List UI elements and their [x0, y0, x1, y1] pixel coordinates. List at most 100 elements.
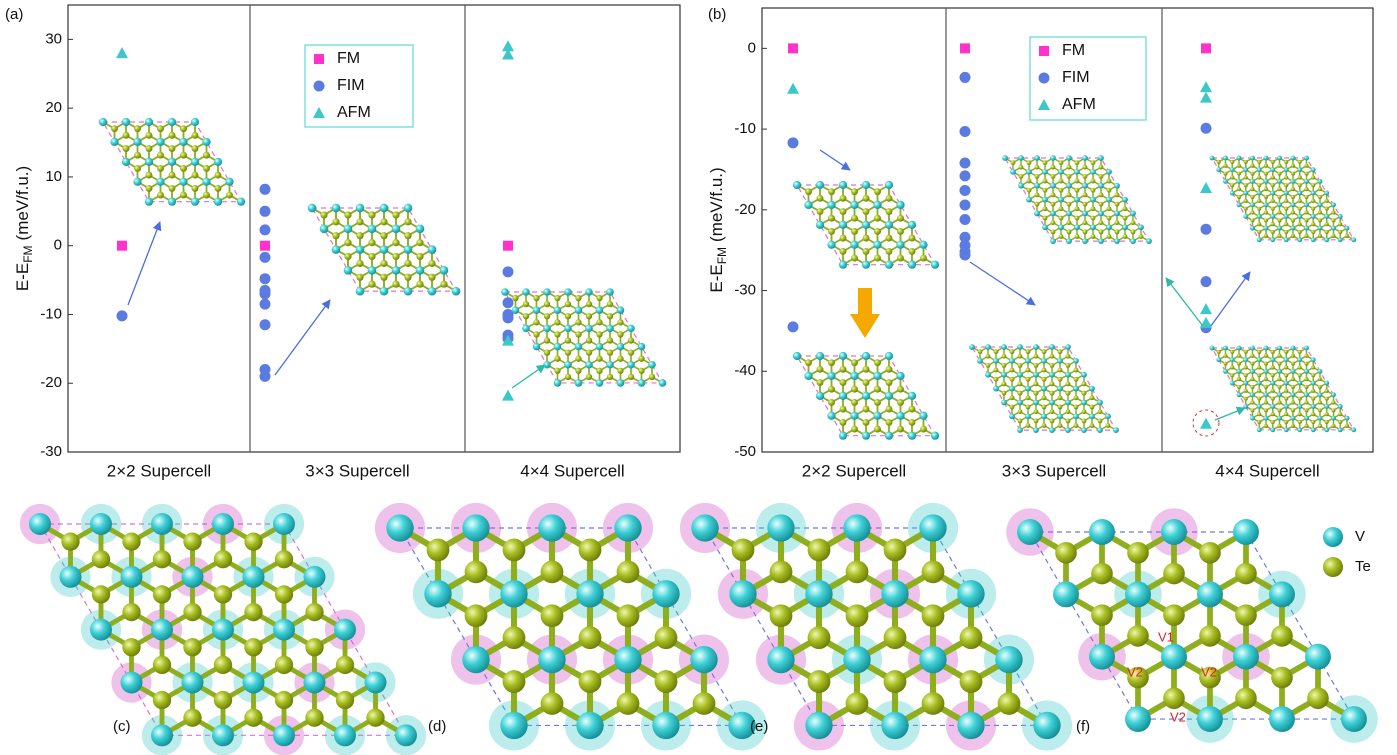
- te-atom: [1277, 195, 1281, 199]
- v-atom: [1243, 191, 1248, 196]
- v-atom: [873, 201, 881, 209]
- v-atom: [957, 712, 984, 739]
- v-atom: [1197, 706, 1223, 732]
- y-tick-label: 0: [748, 39, 756, 56]
- te-atom: [565, 337, 571, 343]
- y-tick-label: 20: [45, 99, 62, 116]
- v-atom: [606, 325, 614, 333]
- te-atom: [320, 211, 327, 218]
- te-atom: [1311, 207, 1315, 211]
- te-atom: [368, 281, 375, 288]
- transition-arrow: [858, 288, 872, 316]
- v-atom: [1017, 400, 1023, 406]
- legend-label: FM: [337, 50, 360, 67]
- v-atom: [182, 566, 204, 588]
- te-atom: [1311, 420, 1315, 424]
- v-atom: [151, 724, 173, 746]
- v-atom: [1073, 386, 1079, 392]
- te-atom: [1237, 172, 1241, 176]
- te-atom: [392, 281, 399, 288]
- v-atom: [543, 325, 551, 333]
- te-atom: [169, 132, 176, 139]
- v-atom: [1311, 167, 1316, 172]
- v-atom: [862, 221, 870, 229]
- te-atom: [1298, 412, 1302, 416]
- te-atom: [1043, 188, 1048, 193]
- te-atom: [994, 377, 999, 382]
- te-atom: [153, 585, 171, 603]
- v-atom: [1277, 346, 1282, 351]
- site-label: V2: [1170, 709, 1186, 724]
- v-atom: [839, 432, 847, 440]
- v-atom: [1277, 369, 1282, 374]
- v-atom: [1250, 346, 1255, 351]
- te-atom: [404, 274, 411, 281]
- te-atom: [1034, 354, 1039, 359]
- v-atom: [793, 352, 801, 360]
- v-atom: [985, 372, 991, 378]
- te-atom: [617, 560, 640, 583]
- v-atom: [1311, 404, 1316, 409]
- te-atom: [874, 228, 881, 235]
- v-atom: [1291, 416, 1296, 421]
- y-axis-label-unit: (meV/f.u.): [707, 167, 726, 242]
- te-atom: [840, 208, 847, 215]
- v-atom: [416, 224, 425, 233]
- te-atom: [180, 152, 187, 159]
- te-atom: [1291, 211, 1295, 215]
- te-atom: [1307, 687, 1329, 709]
- te-atom: [1284, 230, 1288, 234]
- v-atom: [332, 245, 341, 254]
- te-atom: [428, 274, 435, 281]
- point: [960, 157, 971, 168]
- v-atom: [90, 619, 112, 641]
- y-axis-label-sub: FM: [715, 247, 729, 264]
- te-atom: [1019, 174, 1024, 179]
- te-atom: [1311, 183, 1315, 187]
- te-atom: [1042, 368, 1047, 373]
- v-atom: [1098, 183, 1104, 189]
- te-atom: [512, 295, 518, 301]
- v-atom: [395, 724, 417, 746]
- v-atom: [1304, 226, 1309, 231]
- te-atom: [851, 188, 858, 195]
- v-atom: [1105, 413, 1111, 419]
- te-atom: [1257, 230, 1261, 234]
- te-atom: [1304, 385, 1308, 389]
- te-atom: [998, 692, 1021, 715]
- te-atom: [1257, 207, 1261, 211]
- v-atom: [1304, 179, 1309, 184]
- v-atom: [1065, 344, 1071, 350]
- v-atom: [648, 361, 656, 369]
- v-atom: [1017, 372, 1023, 378]
- v-atom: [1001, 344, 1007, 350]
- v-atom: [1331, 416, 1336, 421]
- v-atom: [1257, 214, 1262, 219]
- te-atom: [1059, 234, 1064, 239]
- v-atom: [1331, 202, 1336, 207]
- te-atom: [863, 248, 870, 255]
- v-atom: [1324, 404, 1329, 409]
- v-atom: [896, 412, 904, 420]
- v-atom: [1291, 179, 1296, 184]
- panel-label: (e): [750, 718, 768, 735]
- v-atom: [133, 138, 141, 146]
- v-atom: [850, 372, 858, 380]
- te-atom: [1115, 229, 1120, 234]
- te-atom: [554, 331, 560, 337]
- v-atom: [1284, 214, 1289, 219]
- v-atom: [151, 619, 173, 641]
- v-atom: [214, 198, 222, 206]
- v-atom: [596, 379, 604, 387]
- te-atom: [226, 192, 233, 199]
- v-atom: [424, 580, 451, 607]
- te-atom: [180, 165, 187, 172]
- te-atom: [1123, 206, 1128, 211]
- te-atom: [1091, 160, 1096, 165]
- v-atom: [1304, 156, 1309, 161]
- v-atom: [500, 712, 527, 739]
- point: [260, 299, 271, 310]
- te-atom: [153, 691, 171, 709]
- x-tick-label: 4×4 Supercell: [520, 461, 624, 480]
- te-atom: [1058, 395, 1063, 400]
